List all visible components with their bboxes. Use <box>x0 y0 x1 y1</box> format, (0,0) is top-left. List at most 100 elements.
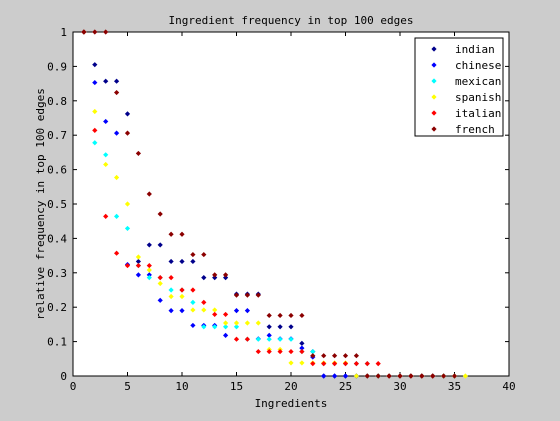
data-point-french <box>212 272 218 278</box>
data-point-french <box>419 373 425 379</box>
data-point-spanish <box>124 201 131 207</box>
data-point-mexican <box>277 336 283 342</box>
data-point-mexican <box>146 275 152 281</box>
data-point-spanish <box>179 293 185 300</box>
data-point-french <box>190 251 196 258</box>
y-tick-label: 0.9 <box>47 60 67 73</box>
legend-label: mexican <box>455 75 501 88</box>
data-point-chinese <box>299 345 305 351</box>
data-point-french <box>223 272 229 278</box>
data-point-french <box>233 292 240 298</box>
data-point-chinese <box>92 79 98 86</box>
data-point-french <box>408 373 414 379</box>
data-point-italian <box>255 348 261 355</box>
data-point-indian <box>146 242 152 248</box>
legend-marker-mexican <box>431 78 437 84</box>
x-tick-label: 0 <box>70 380 77 393</box>
data-point-italian <box>310 361 316 367</box>
y-axis-label: relative frequency in top 100 edges <box>34 88 47 320</box>
data-point-french <box>103 29 109 35</box>
data-point-spanish <box>92 108 98 115</box>
legend-marker-chinese <box>431 62 437 68</box>
x-tick-label: 5 <box>124 380 131 393</box>
x-axis-label: Ingredients <box>255 397 328 410</box>
data-point-italian <box>277 348 283 355</box>
data-point-indian <box>299 340 305 346</box>
data-point-french <box>114 89 120 96</box>
y-tick-label: 0.6 <box>47 164 67 177</box>
data-point-spanish <box>299 360 305 366</box>
legend-label: french <box>455 123 495 136</box>
data-point-mexican <box>212 324 218 330</box>
data-point-indian <box>114 78 120 84</box>
data-point-italian <box>135 262 141 269</box>
data-point-french <box>451 373 458 379</box>
data-point-italian <box>364 361 370 367</box>
data-point-mexican <box>201 324 207 330</box>
data-point-indian <box>223 275 229 281</box>
x-tick-label: 10 <box>175 380 188 393</box>
x-tick-label: 30 <box>393 380 406 393</box>
data-point-chinese <box>244 308 250 314</box>
data-point-indian <box>103 78 109 84</box>
data-point-indian <box>190 258 196 265</box>
data-point-mexican <box>255 336 261 342</box>
data-point-chinese <box>168 308 174 314</box>
data-point-indian <box>135 258 141 265</box>
data-point-french <box>81 29 87 35</box>
data-point-french <box>364 373 370 379</box>
data-point-french <box>266 312 272 319</box>
data-point-italian <box>146 262 152 269</box>
y-tick-label: 1 <box>60 26 67 39</box>
data-point-chinese <box>190 322 196 329</box>
data-point-spanish <box>157 280 163 287</box>
y-tick-label: 0.3 <box>47 267 67 280</box>
data-point-french <box>124 130 131 136</box>
legend-label: italian <box>455 107 501 120</box>
data-point-french <box>255 292 261 298</box>
legend-label: indian <box>455 43 495 56</box>
data-point-mexican <box>266 336 272 342</box>
data-point-spanish <box>135 254 141 260</box>
data-point-spanish <box>353 373 359 379</box>
data-point-mexican <box>168 287 174 293</box>
legend-marker-french <box>431 126 437 132</box>
data-point-spanish <box>255 320 261 326</box>
data-point-spanish <box>462 373 468 379</box>
data-point-italian <box>114 250 120 256</box>
data-point-chinese <box>103 118 109 125</box>
data-point-spanish <box>244 320 250 326</box>
data-point-italian <box>299 348 305 355</box>
legend-marker-indian <box>431 46 437 52</box>
x-tick-label: 35 <box>448 380 461 393</box>
data-point-chinese <box>223 332 229 339</box>
data-point-chinese <box>332 373 338 379</box>
data-point-mexican <box>92 140 98 146</box>
y-axis-ticks: 0 0.1 0.2 0.3 0.4 0.5 0.6 0.7 0.8 0.9 1 <box>47 26 509 383</box>
data-point-french <box>288 312 294 319</box>
data-point-italian <box>288 348 294 355</box>
data-point-chinese <box>157 297 163 303</box>
data-point-french <box>244 292 250 298</box>
data-point-spanish <box>114 174 120 181</box>
data-point-chinese <box>321 373 327 379</box>
data-point-chinese <box>233 308 240 314</box>
data-point-indian <box>124 111 131 117</box>
data-point-french <box>441 373 447 379</box>
data-point-italian <box>266 348 272 355</box>
data-points <box>81 29 468 379</box>
data-point-spanish <box>223 320 229 326</box>
y-tick-label: 0.4 <box>47 232 67 245</box>
data-point-french <box>342 353 349 359</box>
data-point-indian <box>168 258 174 265</box>
data-point-italian <box>157 275 163 281</box>
data-point-french <box>310 353 316 359</box>
x-tick-label: 15 <box>230 380 243 393</box>
data-point-french <box>386 373 392 379</box>
data-point-italian <box>375 361 381 367</box>
data-point-indian <box>288 324 294 330</box>
data-point-indian <box>212 275 218 281</box>
data-point-spanish <box>190 307 196 313</box>
data-point-spanish <box>233 320 240 326</box>
data-point-indian <box>201 275 207 281</box>
